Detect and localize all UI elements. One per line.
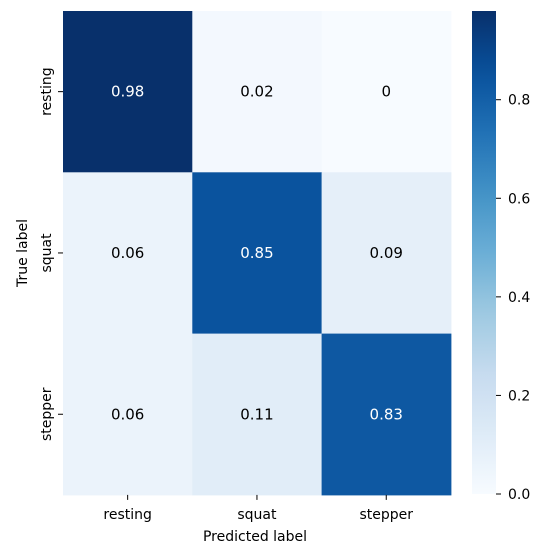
y-tick-label: stepper [39, 387, 55, 441]
y-tick-label: squat [39, 233, 55, 273]
cell-value-label: 0.06 [111, 244, 144, 262]
x-tick-label: squat [237, 507, 277, 523]
x-tick-label: resting [103, 507, 152, 523]
x-axis-label: Predicted label [203, 529, 307, 545]
colorbar-tick-label: 0.4 [508, 290, 530, 306]
x-tick-label: stepper [359, 507, 413, 523]
heatmap-cell-stepper-stepper [321, 333, 452, 496]
heatmap-cell-squat-stepper [321, 172, 452, 335]
heatmap-cell-resting-squat [192, 11, 323, 173]
heatmap-cell-resting-resting [63, 11, 193, 173]
heatmap-cell-squat-squat [192, 172, 323, 335]
heatmap-cell-squat-resting [63, 172, 193, 335]
heatmap-cell-resting-stepper [321, 11, 452, 173]
colorbar-tick-label: 0.6 [508, 191, 530, 207]
colorbar-tick-label: 0.8 [508, 93, 530, 109]
x-axis-ticks: resting squat stepper [103, 494, 413, 523]
colorbar-tick-label: 0.2 [508, 388, 530, 404]
colorbar [472, 11, 496, 494]
y-tick-label: resting [39, 67, 55, 116]
heatmap-cell-labels: 0.98 0.02 0 0.06 0.85 0.09 0.06 0.11 0.83 [111, 83, 403, 424]
cell-value-label: 0.11 [240, 405, 273, 423]
heatmap-cell-stepper-squat [192, 333, 323, 496]
cell-value-label: 0.09 [370, 244, 403, 262]
colorbar-tick-label: 0.0 [508, 487, 530, 503]
cell-value-label: 0.83 [370, 405, 403, 423]
heatmap-cell-stepper-resting [63, 333, 193, 496]
colorbar-ticks: 0.0 0.2 0.4 0.6 0.8 [496, 93, 530, 503]
cell-value-label: 0.06 [111, 405, 144, 423]
cell-value-label: 0.98 [111, 83, 144, 101]
y-axis-label: True label [15, 219, 31, 288]
cell-value-label: 0 [381, 83, 391, 101]
cell-value-label: 0.02 [240, 83, 273, 101]
cell-value-label: 0.85 [240, 244, 273, 262]
y-axis-ticks: resting squat stepper [39, 67, 63, 441]
heatmap-cells [63, 11, 452, 496]
